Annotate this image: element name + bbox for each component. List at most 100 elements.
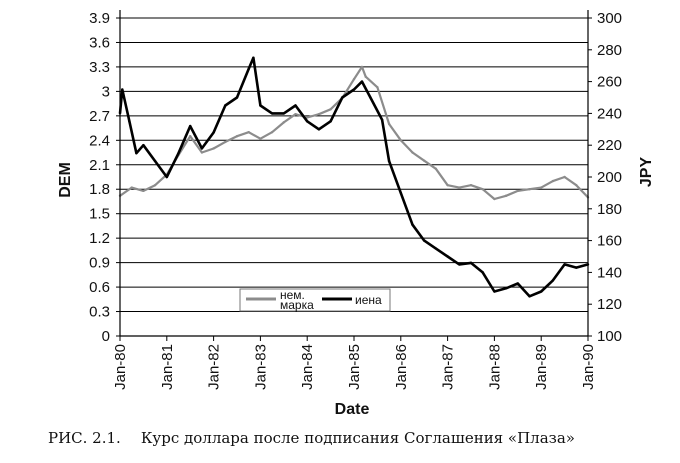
data-point (387, 122, 391, 126)
data-point (516, 189, 519, 193)
data-point (270, 112, 274, 115)
data-point (540, 290, 543, 293)
y-left-tick-label: 1.5 (89, 206, 110, 223)
y-right-tick-label: 180 (597, 201, 622, 218)
y-right-tick-label: 140 (597, 264, 622, 281)
y-right-tick-label: 100 (597, 328, 622, 345)
data-point (504, 194, 508, 197)
data-point (551, 179, 555, 183)
y-left-tick-label: 2.4 (89, 132, 110, 149)
x-tick-label: Jan-86 (393, 344, 410, 390)
figure-caption-text: Курс доллара после подписания Соглашения… (140, 429, 575, 447)
data-point (329, 120, 332, 123)
x-tick-label: Jan-87 (440, 344, 457, 390)
data-point (177, 151, 180, 155)
y-left-tick-label: 1.8 (89, 181, 110, 198)
y-right-tick-label: 280 (597, 42, 622, 59)
y-left-tick-label: 2.7 (89, 108, 110, 125)
data-point (446, 255, 449, 258)
x-tick-label: Jan-89 (533, 344, 550, 390)
x-tick-label: Jan-84 (299, 344, 316, 390)
series-line-dem (119, 65, 589, 201)
data-point (142, 189, 145, 193)
data-point (446, 183, 449, 187)
data-point (563, 175, 566, 179)
data-point (481, 271, 484, 274)
data-point (294, 104, 297, 107)
chart: 0 0.3 0.6 0.9 1.2 1.5 1.8 2.1 2.4 2.7 3 3.3 3.6 3.9 10… (57, 10, 655, 418)
figure-caption: РИС. 2.1. Курс доллара после подписания С… (48, 429, 575, 447)
data-point (282, 121, 285, 124)
data-point (399, 139, 402, 142)
data-point (282, 112, 285, 115)
data-point (212, 131, 215, 134)
y-left-tick-label: 2.1 (89, 157, 110, 174)
data-point (563, 263, 566, 266)
x-tick-label: Jan-80 (112, 344, 129, 390)
data-point (153, 183, 157, 187)
data-point (360, 80, 364, 83)
x-tick-label: Jan-81 (159, 344, 176, 390)
data-point (575, 266, 578, 269)
gridlines (120, 17, 588, 313)
y-left-tick-label: 1.2 (89, 230, 110, 247)
data-point (130, 186, 133, 189)
data-point (135, 151, 138, 155)
data-point (423, 159, 426, 162)
data-point (317, 128, 321, 131)
y-axis-left-title: DEM (57, 162, 74, 198)
x-tick-label: Jan-82 (206, 344, 223, 390)
data-point (434, 247, 438, 250)
y-left-tick-label: 3 (102, 83, 110, 100)
data-point (247, 67, 250, 71)
data-point (469, 183, 473, 187)
data-point (399, 191, 402, 195)
data-point (270, 130, 274, 134)
y-right-tick-label: 260 (597, 74, 622, 91)
legend-box (239, 288, 391, 312)
data-point (516, 282, 519, 285)
tick-labels: 0 0.3 0.6 0.9 1.2 1.5 1.8 2.1 2.4 2.7 3 3.3 3.6 3.9 10… (89, 10, 622, 390)
data-point (493, 197, 496, 201)
y-left-tick-label: 0 (102, 328, 110, 345)
series-line-jpy (118, 56, 589, 298)
data-point (528, 188, 531, 191)
data-point (352, 88, 356, 91)
x-tick-label: Jan-83 (252, 344, 269, 390)
data-point (493, 290, 496, 293)
data-point (352, 77, 356, 81)
data-point (575, 183, 578, 187)
y-left-tick-label: 3.6 (89, 34, 110, 51)
y-left-tick-label: 0.3 (89, 304, 110, 321)
data-point (306, 116, 309, 119)
x-axis-title: Date (335, 401, 370, 418)
data-point (200, 151, 204, 154)
data-point (128, 120, 131, 123)
data-point (369, 96, 372, 99)
legend-label-jpy: иена (355, 293, 382, 307)
y-axis-right-title: JPY (638, 157, 655, 188)
data-point (121, 88, 124, 91)
data-point (153, 159, 157, 163)
data-point (528, 295, 531, 298)
legend: нем. марка иена (239, 288, 391, 312)
y-right-tick-label: 160 (597, 233, 622, 250)
x-tick-label: Jan-88 (486, 344, 503, 390)
y-right-tick-label: 220 (597, 137, 622, 154)
data-point (306, 120, 309, 123)
data-point (259, 104, 262, 107)
y-right-tick-label: 300 (597, 10, 622, 27)
x-tick-label: Jan-85 (346, 344, 363, 390)
y-left-tick-label: 3.9 (89, 10, 110, 27)
legend-label-dem: нем. марка (280, 288, 314, 312)
data-point (387, 159, 391, 163)
data-point (189, 135, 192, 138)
data-point (165, 175, 168, 179)
data-point (247, 130, 250, 134)
axes (116, 10, 592, 341)
data-point (380, 118, 384, 121)
y-left-tick-label: 0.6 (89, 279, 110, 296)
data-point (252, 56, 255, 59)
data-point (458, 263, 461, 266)
data-point (423, 239, 426, 242)
